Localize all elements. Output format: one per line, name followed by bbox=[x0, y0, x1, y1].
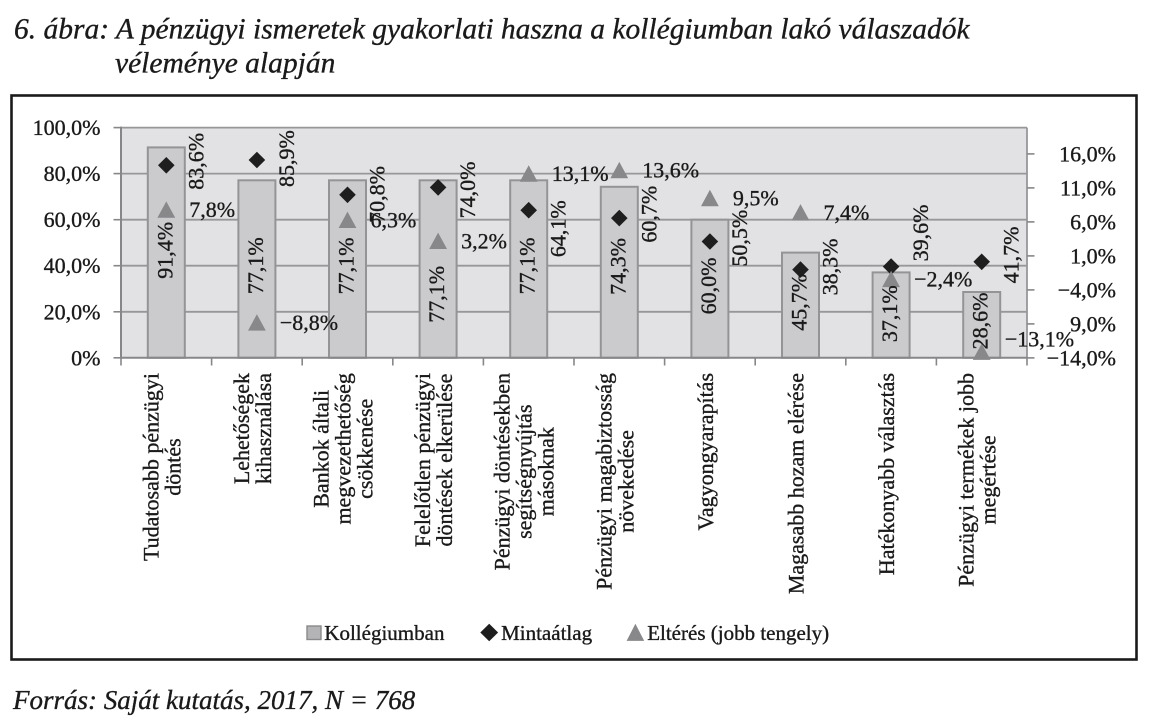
svg-text:növekedése: növekedése bbox=[613, 430, 638, 533]
svg-text:Vagyongyarapítás: Vagyongyarapítás bbox=[693, 373, 718, 531]
svg-text:Felelőtlen pénzügyi: Felelőtlen pénzügyi bbox=[410, 373, 435, 547]
svg-text:7,4%: 7,4% bbox=[824, 200, 870, 225]
svg-text:9,5%: 9,5% bbox=[733, 186, 779, 211]
svg-text:Eltérés (jobb tengely): Eltérés (jobb tengely) bbox=[647, 621, 829, 645]
svg-text:74,3%: 74,3% bbox=[605, 238, 630, 295]
svg-text:83,6%: 83,6% bbox=[183, 133, 208, 190]
svg-text:Tudatosabb pénzügyi: Tudatosabb pénzügyi bbox=[138, 373, 163, 561]
svg-text:60,7%: 60,7% bbox=[636, 186, 661, 243]
svg-text:45,7%: 45,7% bbox=[787, 274, 812, 331]
svg-text:0%: 0% bbox=[71, 345, 100, 370]
svg-text:85,9%: 85,9% bbox=[274, 130, 299, 187]
svg-text:Mintaátlag: Mintaátlag bbox=[501, 621, 592, 645]
svg-text:Hatékonyabb választás: Hatékonyabb választás bbox=[874, 373, 899, 575]
svg-text:−8,8%: −8,8% bbox=[280, 310, 338, 335]
svg-text:77,1%: 77,1% bbox=[243, 237, 268, 294]
svg-text:50,5%: 50,5% bbox=[727, 210, 752, 267]
svg-text:Forrás: Saját kutatás, 2017, N: Forrás: Saját kutatás, 2017, N = 768 bbox=[12, 685, 416, 715]
svg-text:Pénzügyi döntésekben: Pénzügyi döntésekben bbox=[490, 373, 515, 570]
svg-text:3,2%: 3,2% bbox=[461, 228, 507, 253]
svg-text:80,0%: 80,0% bbox=[44, 161, 101, 186]
svg-text:77,1%: 77,1% bbox=[515, 238, 540, 295]
svg-text:megértése: megértése bbox=[976, 435, 1001, 524]
svg-text:megvezethetőség: megvezethetőség bbox=[331, 373, 356, 525]
svg-text:másoknak: másoknak bbox=[534, 427, 559, 516]
svg-text:38,3%: 38,3% bbox=[818, 239, 843, 296]
svg-text:11,0%: 11,0% bbox=[1060, 175, 1116, 200]
svg-text:37,1%: 37,1% bbox=[877, 285, 902, 342]
svg-text:Kollégiumban: Kollégiumban bbox=[324, 621, 445, 645]
svg-text:77,1%: 77,1% bbox=[424, 266, 449, 323]
svg-text:60,0%: 60,0% bbox=[696, 258, 721, 315]
svg-text:−14,0%: −14,0% bbox=[1047, 345, 1116, 370]
svg-text:−4,0%: −4,0% bbox=[1058, 277, 1116, 302]
svg-text:6. ábra: A pénzügyi ismeretek: 6. ábra: A pénzügyi ismeretek gyakorlati… bbox=[14, 14, 971, 46]
svg-text:döntések elkerülése: döntések elkerülése bbox=[432, 374, 457, 547]
svg-text:64,1%: 64,1% bbox=[546, 200, 571, 257]
svg-text:100,0%: 100,0% bbox=[33, 115, 101, 140]
svg-text:Pénzügyi magabiztosság: Pénzügyi magabiztosság bbox=[591, 373, 616, 590]
svg-text:−2,4%: −2,4% bbox=[914, 267, 972, 292]
svg-text:60,0%: 60,0% bbox=[44, 207, 101, 232]
svg-text:77,1%: 77,1% bbox=[334, 238, 359, 295]
svg-text:28,6%: 28,6% bbox=[968, 293, 993, 350]
svg-text:39,6%: 39,6% bbox=[908, 205, 933, 262]
svg-text:csökkenése: csökkenése bbox=[353, 399, 378, 499]
svg-text:74,0%: 74,0% bbox=[455, 162, 480, 219]
svg-text:13,6%: 13,6% bbox=[642, 158, 699, 183]
svg-text:7,8%: 7,8% bbox=[189, 197, 235, 222]
svg-text:70,8%: 70,8% bbox=[365, 166, 390, 223]
svg-text:41,7%: 41,7% bbox=[999, 227, 1024, 284]
svg-text:Pénzügyi termékek jobb: Pénzügyi termékek jobb bbox=[954, 373, 979, 587]
svg-text:segítségnyújtás: segítségnyújtás bbox=[512, 404, 537, 538]
svg-text:Bankok általi: Bankok általi bbox=[309, 390, 334, 508]
svg-text:Magasabb hozam elérése: Magasabb hozam elérése bbox=[784, 373, 809, 594]
svg-text:91,4%: 91,4% bbox=[152, 222, 177, 279]
svg-text:kihasználása: kihasználása bbox=[251, 373, 276, 484]
svg-text:−13,1%: −13,1% bbox=[1005, 327, 1074, 352]
svg-text:döntés: döntés bbox=[160, 438, 185, 495]
svg-text:16,0%: 16,0% bbox=[1059, 141, 1116, 166]
svg-text:6,3%: 6,3% bbox=[371, 207, 417, 232]
svg-text:véleménye alapján: véleménye alapján bbox=[115, 48, 335, 80]
svg-text:20,0%: 20,0% bbox=[44, 299, 101, 324]
svg-text:6,0%: 6,0% bbox=[1070, 209, 1116, 234]
svg-text:Lehetőségek: Lehetőségek bbox=[229, 373, 254, 484]
svg-text:13,1%: 13,1% bbox=[552, 161, 609, 186]
svg-text:40,0%: 40,0% bbox=[44, 253, 101, 278]
svg-text:9,0%: 9,0% bbox=[1070, 311, 1116, 336]
svg-text:1,0%: 1,0% bbox=[1070, 243, 1116, 268]
